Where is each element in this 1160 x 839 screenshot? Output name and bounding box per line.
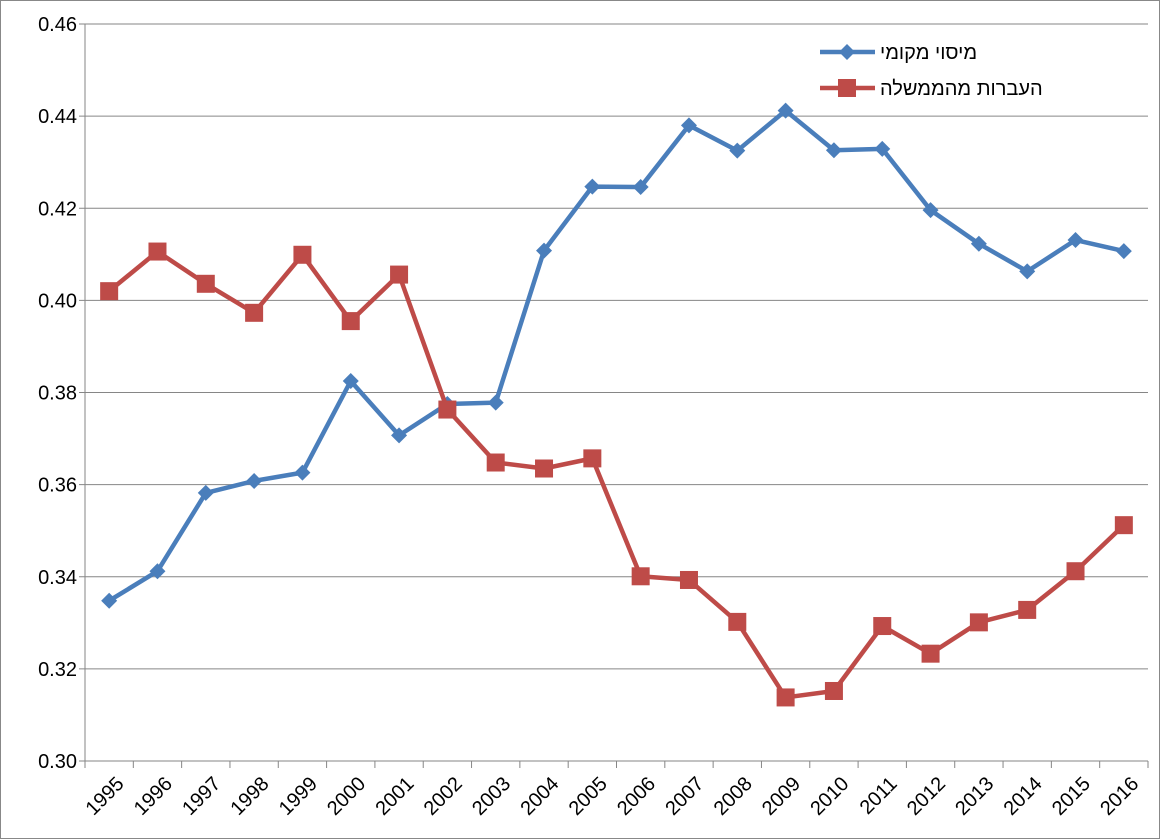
data-point bbox=[874, 140, 891, 157]
data-point bbox=[680, 117, 697, 134]
data-point bbox=[584, 178, 601, 195]
data-point bbox=[776, 688, 795, 707]
data-point bbox=[246, 472, 263, 489]
y-tick-label: 0.44 bbox=[38, 106, 77, 128]
data-point bbox=[245, 303, 264, 322]
data-point bbox=[1067, 232, 1084, 249]
y-tick-label: 0.36 bbox=[38, 475, 77, 497]
data-point bbox=[391, 427, 408, 444]
legend-marker bbox=[839, 44, 855, 60]
data-point bbox=[921, 644, 940, 663]
data-point bbox=[970, 235, 987, 252]
data-point bbox=[824, 681, 843, 700]
data-point bbox=[679, 570, 698, 589]
data-point bbox=[969, 613, 988, 632]
data-point bbox=[342, 372, 359, 389]
data-point bbox=[1066, 562, 1085, 581]
data-point bbox=[1114, 516, 1133, 535]
data-point bbox=[1018, 600, 1037, 619]
data-point bbox=[535, 459, 554, 478]
data-point bbox=[825, 142, 842, 159]
data-point bbox=[294, 464, 311, 481]
data-point bbox=[149, 563, 166, 580]
y-tick-label: 0.46 bbox=[38, 14, 77, 36]
y-tick-label: 0.40 bbox=[38, 290, 77, 312]
data-point bbox=[873, 617, 892, 636]
data-point bbox=[536, 242, 553, 259]
legend-marker bbox=[838, 79, 856, 97]
data-point bbox=[631, 567, 650, 586]
series-line bbox=[107, 108, 1125, 603]
data-point bbox=[486, 453, 505, 472]
series-line bbox=[107, 249, 1126, 700]
data-point bbox=[101, 592, 118, 609]
y-tick-label: 0.38 bbox=[38, 383, 77, 405]
data-point bbox=[293, 245, 312, 264]
data-point bbox=[341, 312, 360, 331]
data-point bbox=[583, 449, 602, 468]
y-tick-label: 0.42 bbox=[38, 198, 77, 220]
data-point bbox=[777, 102, 794, 119]
data-point bbox=[1115, 243, 1132, 260]
data-point bbox=[1019, 263, 1036, 280]
data-point bbox=[390, 265, 409, 284]
y-tick-label: 0.34 bbox=[38, 567, 77, 589]
legend-label: מיסוי מקומי bbox=[880, 42, 977, 64]
data-point bbox=[632, 179, 649, 196]
data-point bbox=[197, 484, 214, 501]
y-tick-label: 0.32 bbox=[38, 659, 77, 681]
data-point bbox=[196, 274, 215, 293]
legend-label: העברות מהממשלה bbox=[880, 78, 1043, 100]
data-point bbox=[729, 142, 746, 159]
data-point bbox=[148, 242, 167, 261]
data-point bbox=[922, 202, 939, 219]
data-point bbox=[728, 612, 747, 631]
data-point bbox=[100, 282, 119, 301]
data-point bbox=[438, 400, 457, 419]
y-tick-label: 0.30 bbox=[38, 751, 77, 773]
data-point bbox=[487, 394, 504, 411]
